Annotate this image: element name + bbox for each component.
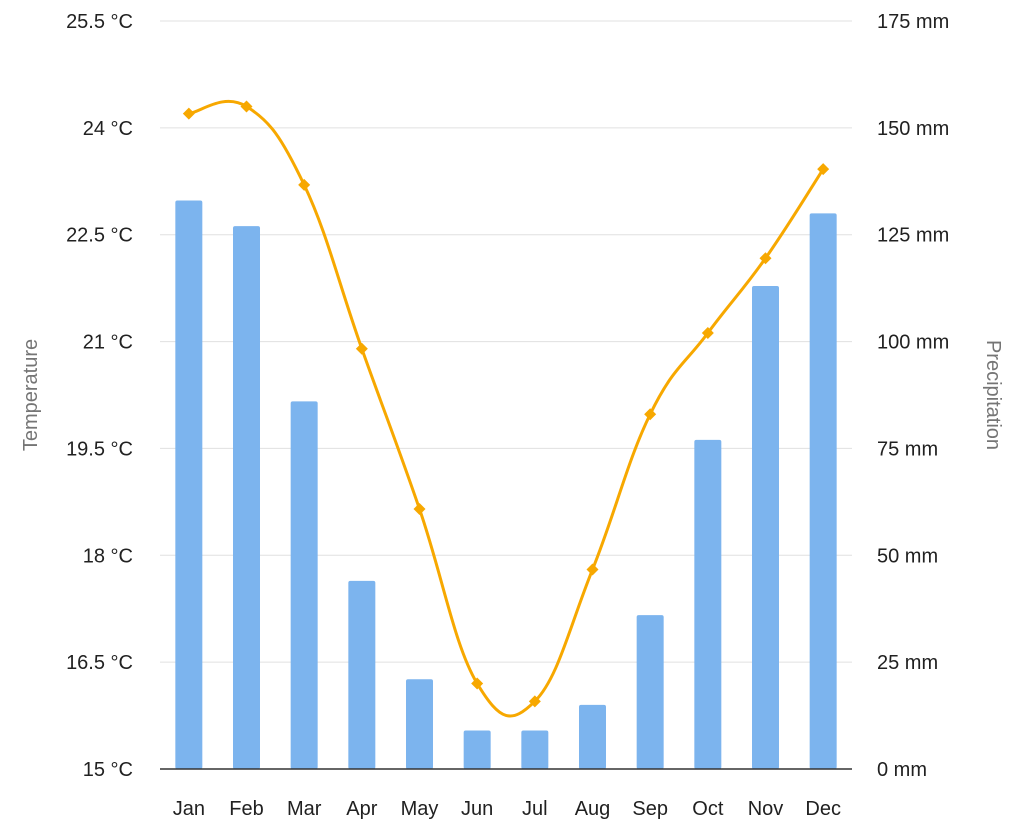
- left-axis-tick-label: 22.5 °C: [66, 225, 133, 247]
- temperature-point: [298, 178, 311, 191]
- right-axis-title: Precipitation: [982, 340, 1004, 450]
- precipitation-bar: [694, 439, 722, 769]
- precipitation-bar: [463, 730, 491, 769]
- right-axis-tick-label: 50 mm: [877, 545, 938, 567]
- temperature-point: [182, 107, 195, 120]
- temperature-point: [817, 163, 830, 176]
- precipitation-bar: [406, 679, 433, 769]
- left-axis-tick-label: 16.5 °C: [66, 652, 133, 674]
- x-axis-tick-label: Jan: [173, 798, 205, 820]
- precipitation-bar: [348, 580, 376, 769]
- right-axis-tick-label: 25 mm: [877, 652, 938, 674]
- gridlines: [160, 20, 852, 663]
- right-axis-tick-label: 175 mm: [877, 11, 949, 33]
- x-axis-tick-label: Jun: [461, 798, 493, 820]
- left-axis-tick-label: 15 °C: [83, 759, 133, 781]
- x-axis-tick-label: Aug: [575, 798, 611, 820]
- left-axis-tick-label: 19.5 °C: [66, 438, 133, 460]
- precipitation-bar: [521, 730, 549, 769]
- x-axis-tick-label: Mar: [287, 798, 322, 820]
- x-axis-tick-label: Oct: [692, 798, 724, 820]
- x-axis-tick-label: Jul: [522, 798, 548, 820]
- temperature-point: [355, 342, 368, 355]
- precipitation-bar: [290, 401, 318, 769]
- temperature-point: [471, 677, 484, 690]
- left-axis-ticks: 15 °C 16.5 °C 18 °C 19.5 °C 21 °C 22.5 °C 24 °…: [66, 11, 133, 781]
- x-axis-tick-label: Apr: [346, 798, 377, 820]
- temperature-point: [759, 252, 772, 265]
- x-axis-tick-label: Feb: [229, 798, 263, 820]
- temperature-point: [528, 695, 541, 708]
- temperature-line: [188, 99, 825, 718]
- precipitation-bar: [752, 286, 779, 769]
- temperature-point: [240, 100, 253, 113]
- x-axis-ticks: Jan Feb Mar Apr May Jun Jul Aug Sep Oct Nov Dec: [173, 798, 841, 820]
- x-axis-tick-label: Sep: [632, 798, 668, 820]
- precipitation-bar: [636, 615, 664, 769]
- right-axis-tick-label: 150 mm: [877, 118, 949, 140]
- temperature-point: [644, 408, 657, 421]
- left-axis-title: Temperature: [20, 339, 42, 451]
- x-axis-tick-label: May: [401, 798, 439, 820]
- precipitation-bar: [809, 213, 837, 770]
- left-axis-tick-label: 24 °C: [83, 118, 133, 140]
- precipitation-bar: [233, 226, 260, 769]
- x-axis-tick-label: Nov: [748, 798, 784, 820]
- right-axis-tick-label: 75 mm: [877, 438, 938, 460]
- precipitation-bar: [175, 200, 203, 769]
- right-axis-ticks: 0 mm 25 mm 50 mm 75 mm 100 mm 125 mm 150 mm 175…: [877, 11, 949, 781]
- left-axis-tick-label: 25.5 °C: [66, 11, 133, 33]
- left-axis-tick-label: 21 °C: [83, 332, 133, 354]
- temperature-line-series: [182, 99, 830, 718]
- precipitation-bars: [175, 200, 837, 770]
- precipitation-bar: [579, 704, 606, 769]
- right-axis-tick-label: 0 mm: [877, 759, 927, 781]
- temperature-point: [701, 327, 714, 340]
- right-axis-tick-label: 100 mm: [877, 332, 949, 354]
- temperature-point: [586, 563, 599, 576]
- left-axis-tick-label: 18 °C: [83, 545, 133, 567]
- right-axis-tick-label: 125 mm: [877, 225, 949, 247]
- temperature-point: [413, 502, 426, 515]
- x-axis-tick-label: Dec: [805, 798, 841, 820]
